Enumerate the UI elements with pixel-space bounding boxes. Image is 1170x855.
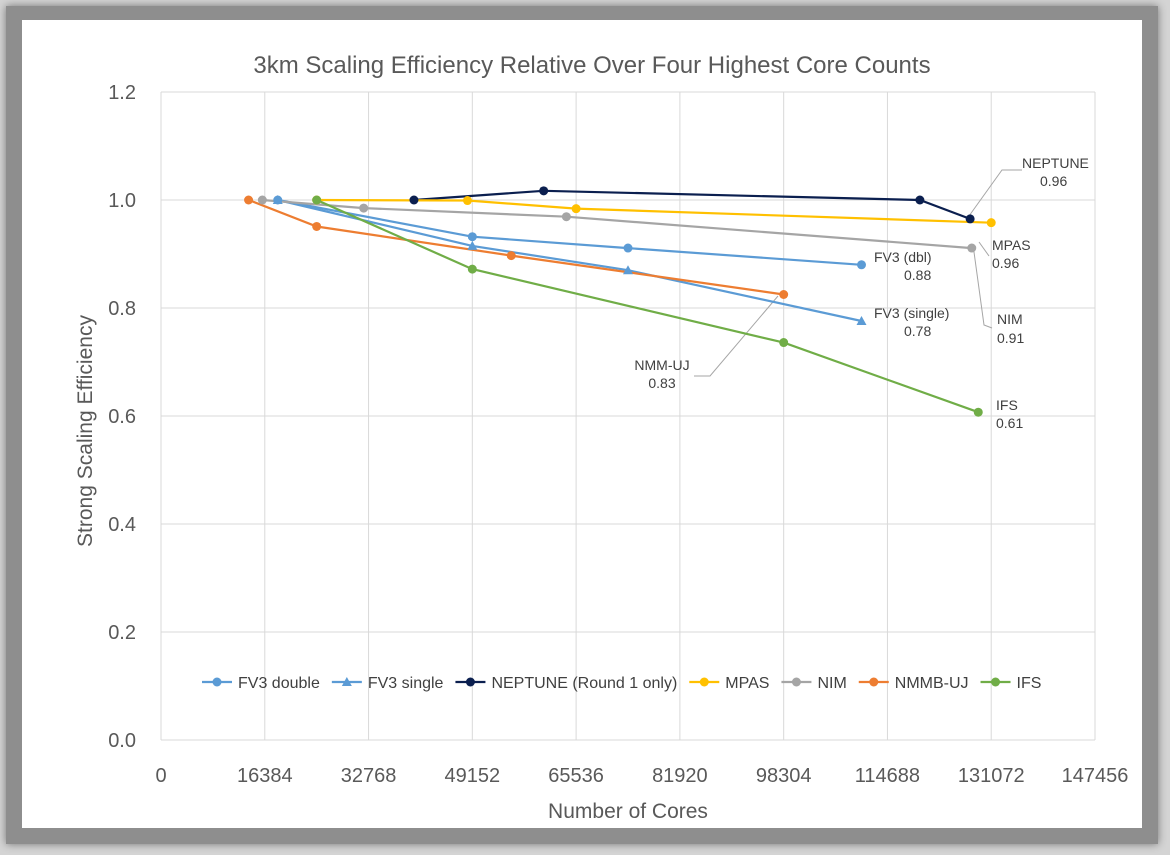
data-point-neptune-round-1-only [965,214,975,224]
legend-item-nmmb-uj: NMMB-UJ [858,675,969,692]
data-point-fv3-double [467,232,477,242]
legend-item-fv3-double: FV3 double [202,675,320,692]
data-point-neptune-round-1-only [539,186,549,196]
legend-swatch-marker [791,677,801,687]
data-point-mpas [571,204,581,214]
legend-swatch-marker [212,677,222,687]
legend-label: NMMB-UJ [895,675,969,692]
annotation-name: MPAS [992,237,1031,253]
series-line-ifs [316,198,979,414]
line-chart: 3km Scaling Efficiency Relative Over Fou… [74,52,1129,823]
x-tick-label: 16384 [237,765,293,787]
series-line-nmmb-uj [248,198,784,296]
x-axis-label: Number of Cores [548,800,708,823]
legend-swatch-marker [699,677,709,687]
annotation-leader [978,241,990,257]
x-tick-label: 147456 [1062,765,1129,787]
series-line-mpas [316,198,992,224]
annotation-name: NIM [997,311,1023,327]
x-tick-label: 81920 [652,765,708,787]
legend-swatch-marker [991,677,1001,687]
data-point-ifs [779,338,789,348]
legend-swatch-marker [869,677,879,687]
y-tick-label: 1.0 [108,190,136,212]
y-tick-label: 0.4 [108,514,136,536]
legend-item-neptune-round-1-only: NEPTUNE (Round 1 only) [455,675,677,692]
legend-item-fv3-single: FV3 single [331,675,444,692]
legend-label: MPAS [725,675,769,692]
legend-label: NEPTUNE (Round 1 only) [491,675,677,692]
legend-swatch-marker [341,677,352,686]
chart-frame: 3km Scaling Efficiency Relative Over Fou… [6,6,1158,844]
data-point-mpas [462,196,472,206]
annotation-leader [694,295,779,377]
data-point-nim [359,203,369,213]
series-line-fv3-double [277,198,862,266]
legend-label: IFS [1017,675,1042,692]
annotation-leader [973,251,993,329]
data-point-neptune-round-1-only [409,195,419,205]
y-axis-label: Strong Scaling Efficiency [74,315,97,547]
annotation-value: 0.78 [904,323,931,339]
annotation-name: FV3 (dbl) [874,249,932,265]
data-point-nmmb-uj [312,221,322,231]
legend-label: NIM [817,675,846,692]
y-tick-label: 0.2 [108,622,136,644]
data-point-nim [967,243,977,253]
data-point-neptune-round-1-only [915,195,925,205]
x-tick-label: 0 [155,765,166,787]
y-tick-label: 1.2 [108,82,136,104]
data-point-nmmb-uj [779,290,789,299]
x-tick-label: 131072 [958,765,1025,787]
legend-item-mpas: MPAS [689,675,769,692]
data-point-fv3-single [856,315,867,325]
annotation-value: 0.61 [996,415,1023,431]
data-point-fv3-double [857,260,866,270]
legend-item-nim: NIM [781,675,847,692]
series-line-nim [262,198,972,250]
x-tick-label: 32768 [341,765,397,787]
legend-item-ifs: IFS [980,675,1042,692]
chart-title: 3km Scaling Efficiency Relative Over Fou… [253,52,930,79]
annotation-value: 0.88 [904,267,931,283]
x-tick-label: 65536 [548,765,604,787]
data-point-fv3-double [623,243,633,253]
data-point-ifs [312,195,322,205]
data-point-mpas [986,218,996,228]
data-point-ifs [973,407,983,417]
chart-area: 3km Scaling Efficiency Relative Over Fou… [22,20,1142,828]
data-point-nim [257,195,267,205]
series-line-fv3-single [277,198,862,323]
annotation-name: NMM-UJ [634,357,689,373]
data-point-fv3-single [623,265,633,275]
annotation-leader [968,169,1022,217]
data-point-nmmb-uj [506,251,516,261]
x-tick-label: 114688 [855,765,920,787]
annotation-name: IFS [996,397,1018,413]
legend-label: FV3 double [238,675,320,692]
annotation-value: 0.91 [997,330,1024,346]
y-tick-label: 0.8 [108,298,136,320]
legend-label: FV3 single [368,675,444,692]
data-point-nmmb-uj [244,195,254,205]
series-line-neptune-round-1-only [413,189,971,220]
legend-swatch-marker [465,677,475,687]
data-point-nim [561,212,571,222]
data-point-fv3-single [467,240,478,250]
x-tick-label: 49152 [445,765,501,787]
annotation-value: 0.96 [1040,173,1067,189]
annotation-name: FV3 (single) [874,305,949,321]
annotation-value: 0.96 [992,255,1019,271]
y-tick-label: 0.6 [108,406,136,428]
annotation-name: NEPTUNE [1022,155,1089,171]
x-tick-label: 98304 [756,765,812,787]
y-tick-label: 0.0 [108,730,136,752]
data-point-ifs [467,264,477,274]
data-point-fv3-single [272,195,283,204]
annotation-value: 0.83 [648,375,675,391]
